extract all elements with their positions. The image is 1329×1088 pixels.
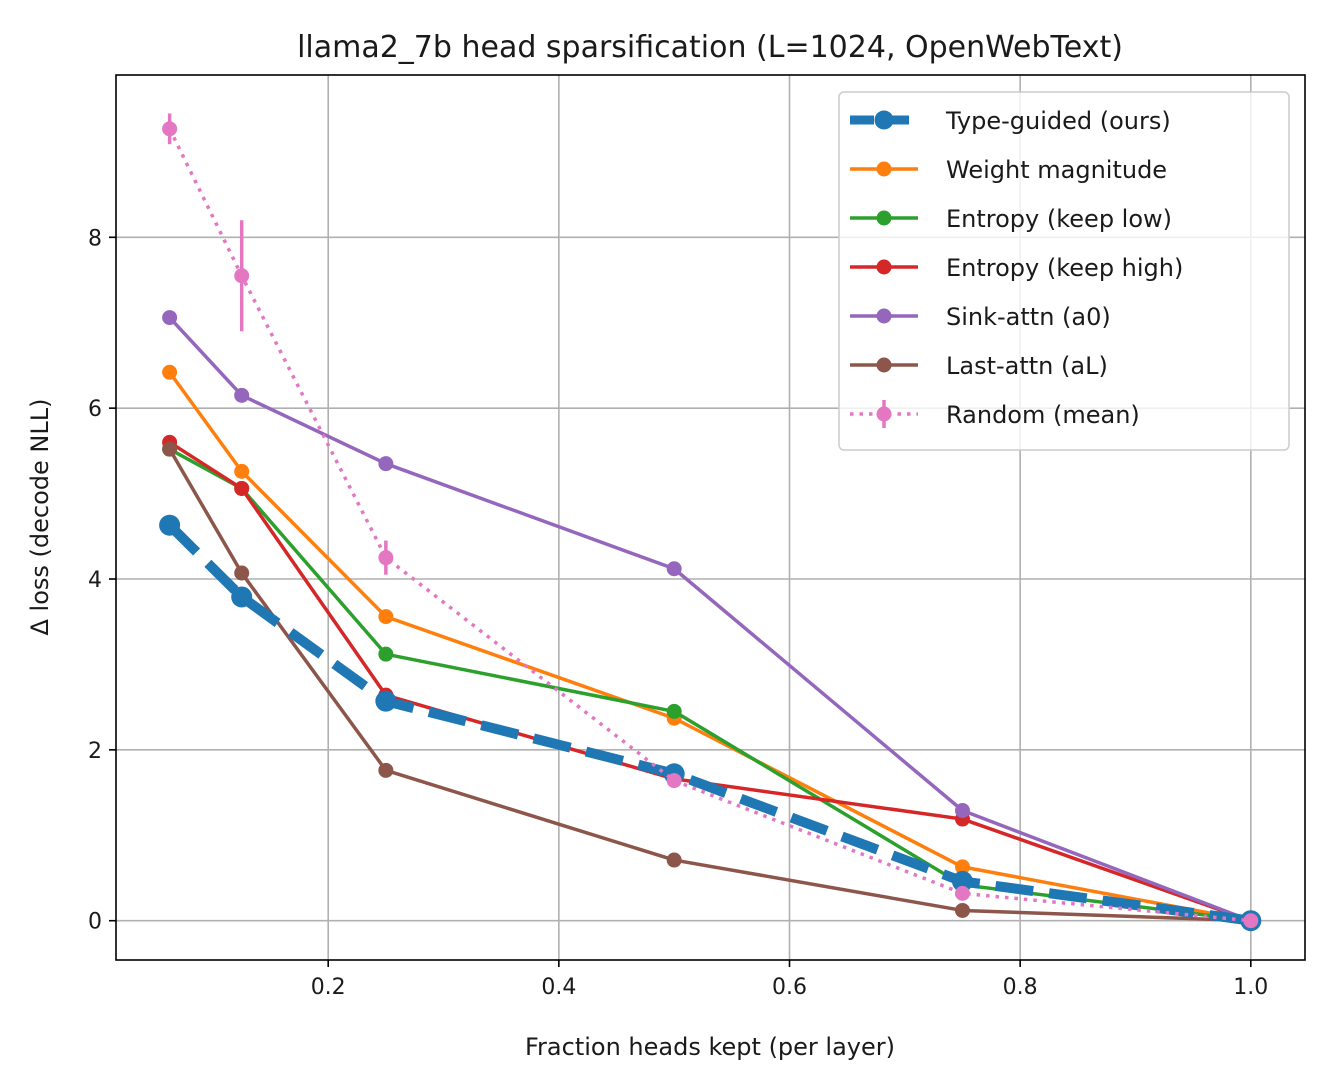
data-point	[159, 514, 181, 536]
data-point	[954, 885, 970, 901]
series-6	[162, 113, 1259, 929]
data-point	[234, 565, 250, 581]
x-tick-label: 0.6	[772, 975, 807, 1000]
plot-frame	[115, 74, 1306, 961]
y-tick-label: 0	[88, 910, 102, 935]
series-layer	[159, 113, 1262, 932]
data-point	[162, 121, 178, 137]
data-point	[666, 852, 682, 868]
data-point	[378, 762, 394, 778]
data-point	[954, 859, 970, 875]
x-tick-label: 0.4	[541, 975, 576, 1000]
legend-entry: Type-guided (ours)	[850, 107, 1171, 135]
legend-entry: Weight magnitude	[850, 156, 1167, 184]
data-point	[231, 586, 253, 608]
series-line	[168, 448, 1251, 923]
legend-marker	[876, 308, 892, 324]
data-point	[234, 480, 250, 496]
legend-label: Entropy (keep high)	[946, 254, 1183, 282]
legend: Type-guided (ours) Weight magnitude Entrop…	[838, 91, 1290, 451]
series-line	[168, 371, 1252, 923]
data-point	[666, 773, 682, 789]
legend-label: Last-attn (aL)	[946, 352, 1108, 380]
legend-entry: Sink-attn (a0)	[850, 303, 1111, 331]
data-point	[234, 387, 250, 403]
data-point	[162, 364, 178, 380]
data-point	[378, 609, 394, 625]
data-point	[666, 561, 682, 577]
data-point	[951, 870, 973, 892]
series-line	[168, 440, 1252, 923]
series-line	[168, 316, 1252, 923]
y-axis-label: Δ loss (decode NLL)	[26, 399, 54, 636]
data-point	[234, 268, 250, 284]
data-point	[666, 703, 682, 719]
series-line	[168, 128, 1251, 923]
legend-label: Type-guided (ours)	[945, 107, 1171, 135]
legend-label: Weight magnitude	[946, 156, 1167, 184]
x-tick-label: 0.8	[1003, 975, 1038, 1000]
x-tick-label: 1.0	[1233, 975, 1268, 1000]
legend-marker	[874, 110, 894, 130]
y-tick-label: 8	[88, 226, 102, 251]
data-point	[378, 550, 394, 566]
chart-title: llama2_7b head sparsification (L=1024, O…	[297, 30, 1123, 65]
y-tick-label: 6	[88, 397, 102, 422]
data-point	[954, 902, 970, 918]
data-point	[162, 441, 178, 457]
legend-label: Entropy (keep low)	[946, 205, 1172, 233]
legend-marker	[876, 161, 892, 177]
data-point	[375, 690, 397, 712]
data-point	[378, 646, 394, 662]
legend-entry: Entropy (keep high)	[850, 254, 1183, 282]
y-tick-label: 2	[88, 739, 102, 764]
series-5	[162, 441, 1259, 929]
legend-marker	[876, 259, 892, 275]
data-point	[378, 456, 394, 472]
x-tick-label: 0.2	[311, 975, 346, 1000]
legend-marker	[876, 357, 892, 373]
legend-label: Sink-attn (a0)	[946, 303, 1111, 331]
legend-marker	[876, 210, 892, 226]
ticks: 0.2 0.4 0.6 0.8 1.0 0 2 4 6 8	[88, 226, 1268, 1000]
series-line	[166, 521, 1252, 926]
legend-label: Random (mean)	[946, 401, 1140, 429]
data-point	[954, 803, 970, 819]
legend-marker	[876, 406, 892, 422]
y-tick-label: 4	[88, 568, 102, 593]
data-point	[234, 463, 250, 479]
data-point	[1243, 913, 1259, 929]
legend-entry: Last-attn (aL)	[850, 352, 1108, 380]
legend-entry: Random (mean)	[850, 400, 1140, 429]
legend-entry: Entropy (keep low)	[850, 205, 1172, 233]
legend-box	[838, 91, 1290, 451]
data-point	[162, 310, 178, 326]
x-axis-label: Fraction heads kept (per layer)	[525, 1033, 895, 1061]
